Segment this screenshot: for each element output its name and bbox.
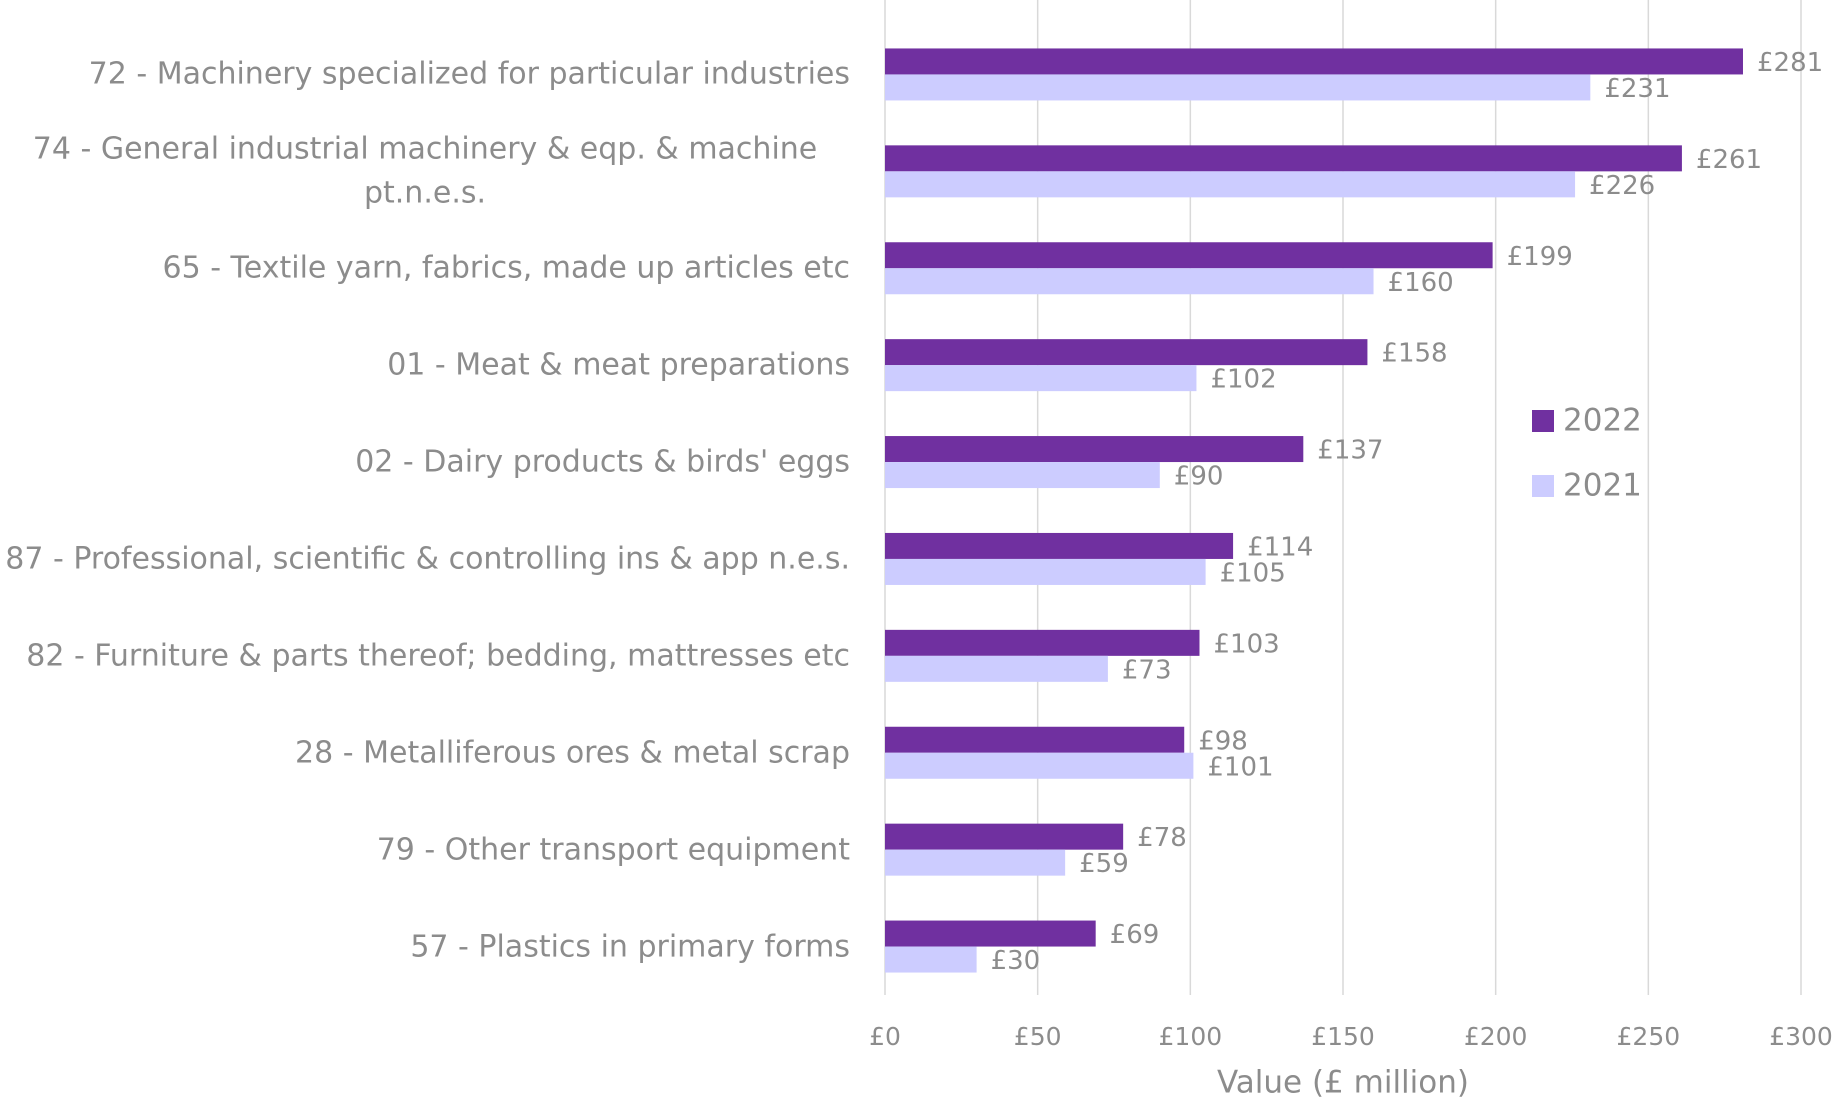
x-tick-label: £100 [1159, 1022, 1223, 1051]
bar [885, 629, 1200, 656]
category-label: 02 - Dairy products & birds' eggs [0, 440, 850, 484]
category-text: 28 - Metalliferous ores & metal scrap [295, 735, 850, 770]
x-tick-label: £300 [1769, 1022, 1833, 1051]
bar [885, 726, 1185, 753]
data-label: £73 [1122, 655, 1172, 685]
x-tick-label: £200 [1464, 1022, 1528, 1051]
bar [885, 849, 1066, 876]
legend-label: 2022 [1563, 403, 1642, 439]
bar [885, 823, 1124, 850]
data-label: £102 [1210, 365, 1276, 395]
bar [885, 655, 1108, 682]
x-tick-label: £250 [1617, 1022, 1681, 1051]
bar [885, 171, 1576, 198]
category-text: 87 - Professional, scientific & controll… [5, 541, 850, 577]
category-text: 02 - Dairy products & birds' eggs [355, 444, 850, 480]
bar [885, 74, 1591, 101]
category-label: 28 - Metalliferous ores & metal scrap [0, 731, 850, 775]
bar [885, 532, 1234, 559]
x-tick-label: £0 [869, 1022, 901, 1051]
bar [885, 268, 1374, 295]
x-tick-label: £150 [1311, 1022, 1375, 1051]
category-text: 74 - General industrial machinery & eqp.… [32, 131, 818, 211]
category-label: 57 - Plastics in primary forms [0, 925, 850, 969]
bar [885, 946, 977, 973]
bar [885, 48, 1743, 75]
data-label: £160 [1388, 268, 1454, 298]
category-label: 79 - Other transport equipment [0, 828, 850, 872]
data-label: £158 [1381, 339, 1447, 369]
bar [885, 558, 1206, 585]
category-label: 87 - Professional, scientific & controll… [0, 537, 850, 581]
bar [885, 920, 1096, 947]
data-label: £281 [1757, 48, 1823, 78]
category-label: 82 - Furniture & parts thereof; bedding,… [0, 634, 850, 678]
legend-swatch [1532, 475, 1554, 497]
bar [885, 436, 1304, 463]
x-axis-title: Value (£ million) [1217, 1065, 1469, 1099]
bar [885, 242, 1493, 269]
data-label: £103 [1213, 629, 1279, 659]
data-label: £114 [1247, 532, 1313, 562]
data-label: £98 [1198, 726, 1248, 756]
data-label: £101 [1207, 752, 1273, 782]
x-tick-label: £50 [1014, 1022, 1062, 1051]
data-label: £105 [1220, 558, 1286, 588]
data-label: £30 [991, 946, 1041, 976]
category-label: 72 - Machinery specialized for particula… [0, 53, 850, 97]
category-label: 65 - Textile yarn, fabrics, made up arti… [0, 247, 850, 291]
category-text: 57 - Plastics in primary forms [410, 928, 850, 964]
data-label: £226 [1589, 171, 1655, 201]
category-text: 82 - Furniture & parts thereof; bedding,… [26, 638, 850, 674]
category-label: 74 - General industrial machinery & eqp.… [0, 128, 850, 215]
bar [885, 752, 1194, 779]
category-text: 79 - Other transport equipment [376, 831, 850, 867]
data-label: £261 [1696, 145, 1762, 175]
data-label: £59 [1079, 849, 1129, 879]
data-label: £231 [1604, 74, 1670, 104]
category-text: 65 - Textile yarn, fabrics, made up arti… [162, 250, 850, 286]
data-label: £69 [1110, 920, 1160, 950]
bar [885, 145, 1682, 172]
data-label: £90 [1174, 462, 1224, 492]
category-text: 01 - Meat & meat preparations [387, 347, 850, 383]
bar [885, 339, 1368, 366]
bar [885, 462, 1160, 489]
data-label: £78 [1137, 823, 1187, 853]
category-label: 01 - Meat & meat preparations [0, 343, 850, 387]
legend-label: 2021 [1563, 468, 1642, 504]
data-label: £199 [1507, 242, 1573, 272]
bar [885, 365, 1197, 392]
category-text: 72 - Machinery specialized for particula… [88, 56, 850, 92]
data-label: £137 [1317, 436, 1383, 466]
legend-swatch [1532, 410, 1554, 432]
